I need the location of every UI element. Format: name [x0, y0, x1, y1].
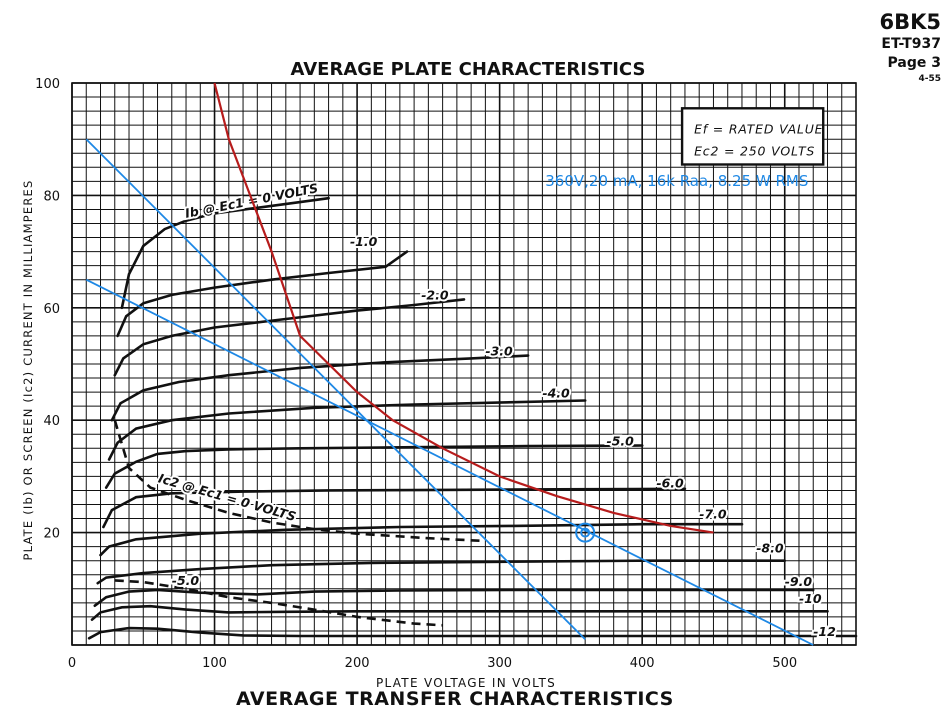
y-tick-label: 60 — [43, 302, 60, 317]
curve-label-bg: -8.0 — [756, 540, 784, 555]
condition-text: Ec2 = 250 VOLTS — [694, 143, 815, 158]
curve-label-bg: -4.0 — [542, 386, 570, 401]
x-tick-label: 400 — [630, 656, 655, 671]
curve-label: -3.0 — [485, 344, 513, 359]
curve-label: -5.0 — [607, 433, 635, 448]
condition-text: Ef = RATED VALUE — [694, 121, 823, 136]
page-number: Page 3 — [887, 55, 941, 71]
load-line — [85, 138, 586, 641]
load-line — [85, 278, 814, 646]
x-tick-label: 100 — [202, 656, 227, 671]
chart-title: AVERAGE PLATE CHARACTERISTICS — [291, 59, 646, 80]
curve-label-bg: -7.0 — [699, 507, 727, 522]
curve-label: -2.0 — [421, 287, 449, 302]
tube-type: 6BK5 — [879, 10, 941, 34]
plate-curve — [104, 444, 644, 489]
plate-curve — [116, 250, 409, 338]
transfer-characteristics-title: AVERAGE TRANSFER CHARACTERISTICS — [236, 688, 674, 710]
curve-label: -7.0 — [699, 507, 727, 522]
curve-label: -9.0 — [785, 574, 813, 589]
grid — [71, 82, 857, 646]
plot-frame — [71, 82, 857, 646]
curve-label: -6.0 — [656, 476, 684, 491]
plate-curve — [107, 399, 587, 461]
screen-curve — [114, 579, 443, 627]
screen-curve — [113, 419, 486, 543]
curve-label-bg: -9.0 — [785, 574, 813, 589]
plate-curve — [113, 298, 466, 377]
curve-label-bg: -3.0 — [485, 344, 513, 359]
curve-label: -1.0 — [350, 234, 378, 249]
y-tick-label: 20 — [43, 527, 60, 542]
y-tick-label: 80 — [43, 189, 60, 204]
curve-label-bg: -10 — [799, 591, 822, 606]
y-axis-label: PLATE (Ib) OR SCREEN (Ic2) CURRENT IN MI… — [21, 179, 35, 560]
operating-point — [575, 522, 596, 543]
plate-curve — [93, 588, 815, 607]
curve-label-bg: -1.0 — [350, 234, 378, 249]
y-tick-label: 40 — [43, 414, 60, 429]
curve-label-bg: -2.0 — [421, 287, 449, 302]
screen-curve-label: -5.0 — [172, 573, 200, 588]
x-tick-label: 500 — [772, 656, 797, 671]
plate-curve — [87, 626, 858, 640]
plate-curve — [96, 559, 786, 585]
x-tick-label: 0 — [68, 656, 76, 671]
curve-label-bg: -5.0 — [607, 433, 635, 448]
plate-curve — [102, 487, 687, 529]
y-tick-label: 100 — [35, 77, 60, 92]
operating-point-annotation: 360V,20 mA, 16k Raa, 8.25 W RMS — [545, 172, 808, 190]
document-code: ET-T937 — [881, 36, 941, 52]
x-tick-label: 300 — [487, 656, 512, 671]
conditions-box — [680, 107, 825, 166]
plate-curve — [99, 522, 744, 557]
curve-label: -12 — [813, 624, 836, 639]
plate-curve — [110, 354, 530, 422]
curve-label: -4.0 — [542, 386, 570, 401]
dissipation-curve — [213, 82, 714, 534]
x-axis-label: PLATE VOLTAGE IN VOLTS — [376, 676, 556, 690]
curve-label: -10 — [799, 591, 822, 606]
plate-curve — [90, 604, 829, 621]
curve-label-bg: -6.0 — [656, 476, 684, 491]
plate-curve — [120, 196, 330, 310]
operating-point-inner — [580, 527, 591, 538]
revision-date: 4-55 — [918, 74, 941, 84]
curve-label: -8.0 — [756, 540, 784, 555]
x-tick-label: 200 — [345, 656, 370, 671]
curve-label-bg: -12 — [813, 624, 836, 639]
